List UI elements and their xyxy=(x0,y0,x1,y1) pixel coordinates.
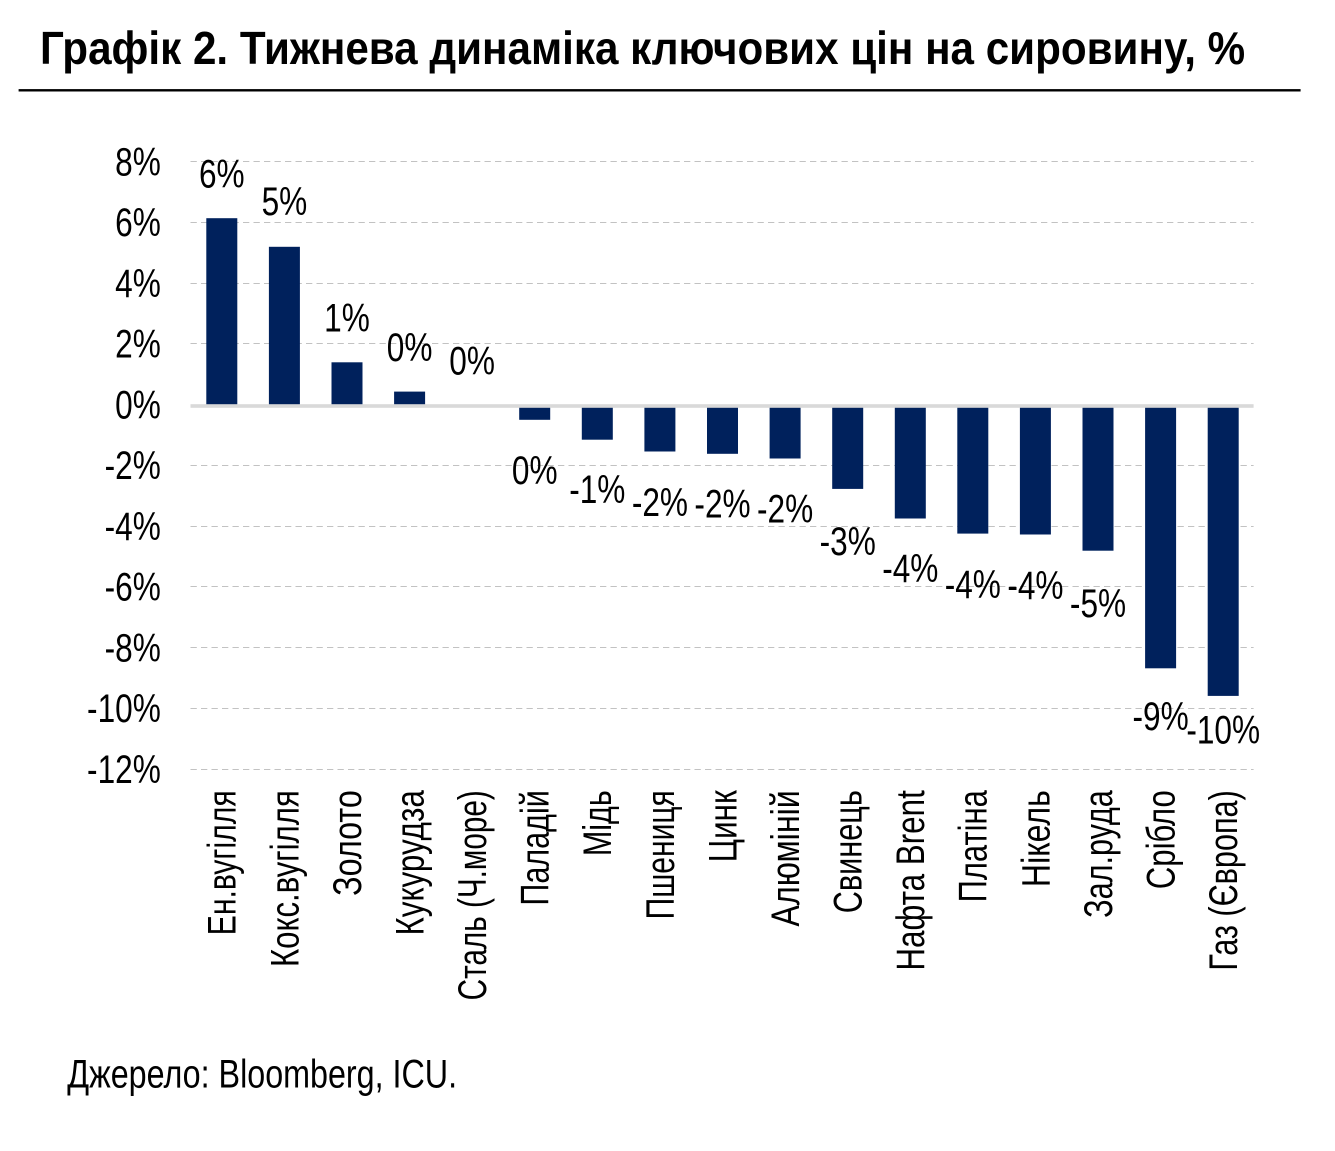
svg-text:0%: 0% xyxy=(512,448,558,493)
svg-text:0%: 0% xyxy=(115,382,161,427)
svg-text:Срібло: Срібло xyxy=(1139,790,1184,889)
svg-text:Цинк: Цинк xyxy=(700,790,746,862)
svg-text:-4%: -4% xyxy=(882,545,938,590)
svg-text:Мідь: Мідь xyxy=(575,790,620,856)
svg-text:Золото: Золото xyxy=(325,790,370,896)
svg-text:4%: 4% xyxy=(115,260,161,305)
svg-text:-2%: -2% xyxy=(105,442,161,487)
svg-text:Графік 2. Тижнева динаміка клю: Графік 2. Тижнева динаміка ключових цін … xyxy=(40,24,1245,75)
svg-text:6%: 6% xyxy=(199,151,245,196)
svg-text:Алюміній: Алюміній xyxy=(763,790,808,926)
svg-text:Платіна: Платіна xyxy=(951,790,996,902)
svg-text:Нікель: Нікель xyxy=(1013,790,1058,887)
svg-text:Ен.вугілля: Ен.вугілля xyxy=(200,790,245,935)
svg-text:Кукурудза: Кукурудза xyxy=(387,790,433,935)
svg-text:Пшениця: Пшениця xyxy=(639,790,683,919)
svg-text:-5%: -5% xyxy=(1070,580,1126,625)
svg-text:5%: 5% xyxy=(262,178,308,223)
svg-text:-4%: -4% xyxy=(105,503,161,548)
svg-text:Газ (Європа): Газ (Європа) xyxy=(1201,790,1246,970)
svg-text:-2%: -2% xyxy=(694,481,750,526)
svg-text:Нафта Brent: Нафта Brent xyxy=(887,790,933,970)
svg-text:Сталь (Ч.море): Сталь (Ч.море) xyxy=(451,790,495,1000)
svg-text:Зал.руда: Зал.руда xyxy=(1076,790,1121,918)
svg-text:1%: 1% xyxy=(324,295,370,340)
svg-text:-3%: -3% xyxy=(820,518,876,563)
svg-text:-12%: -12% xyxy=(87,746,161,791)
svg-text:-10%: -10% xyxy=(1186,707,1260,752)
svg-text:Свинець: Свинець xyxy=(826,790,871,913)
svg-text:-4%: -4% xyxy=(945,561,1001,606)
svg-text:-4%: -4% xyxy=(1007,562,1063,607)
svg-text:-8%: -8% xyxy=(105,625,161,670)
svg-text:6%: 6% xyxy=(115,199,161,244)
svg-text:-6%: -6% xyxy=(105,564,161,609)
svg-text:Паладій: Паладій xyxy=(513,790,558,905)
svg-text:-1%: -1% xyxy=(569,466,625,511)
svg-text:Джерело: Bloomberg, ICU.: Джерело: Bloomberg, ICU. xyxy=(67,1051,457,1096)
svg-text:Кокс.вугілля: Кокс.вугілля xyxy=(263,790,308,967)
svg-text:2%: 2% xyxy=(115,321,161,366)
svg-text:-9%: -9% xyxy=(1133,694,1189,739)
svg-text:-2%: -2% xyxy=(757,486,813,531)
svg-text:0%: 0% xyxy=(387,324,433,369)
svg-text:0%: 0% xyxy=(449,338,495,383)
svg-text:8%: 8% xyxy=(115,139,161,184)
svg-text:-2%: -2% xyxy=(632,480,688,525)
svg-text:-10%: -10% xyxy=(87,685,161,730)
